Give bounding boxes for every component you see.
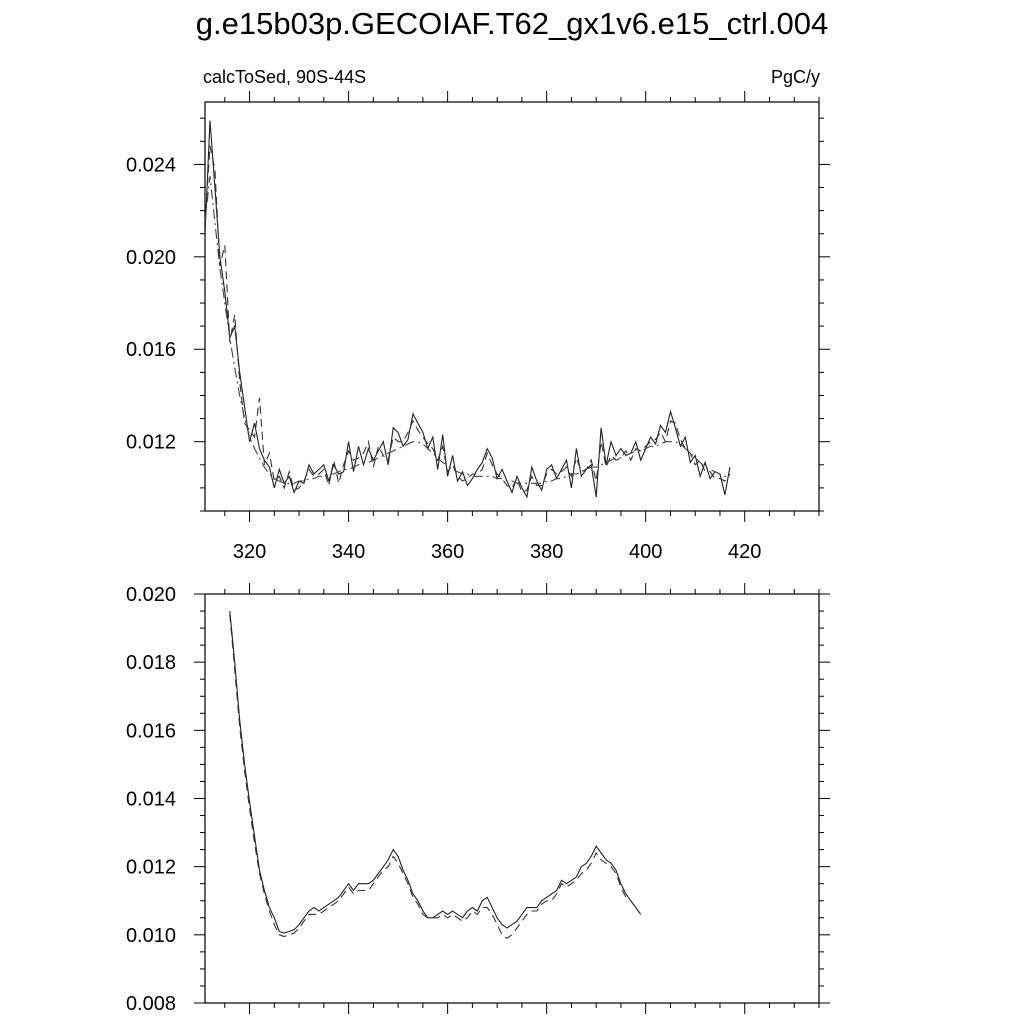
series-line-solid	[205, 120, 731, 499]
y-tick-label: 0.012	[126, 857, 176, 879]
panel-bottom: 0.008 0.010 0.012 0.014 0.016 0.018 0.020	[126, 583, 830, 1015]
y-tick-label: 0.018	[126, 652, 176, 674]
x-tick-label: 340	[332, 541, 365, 563]
y-tick-label: 0.008	[126, 993, 176, 1015]
x-tick-label: 320	[233, 541, 266, 563]
y-tick-label: 0.020	[126, 247, 176, 269]
x-tick-label: 400	[629, 541, 662, 563]
y-tick-label: 0.020	[126, 584, 176, 606]
plot-frame-top	[204, 101, 820, 512]
y-tick-label: 0.016	[126, 720, 176, 742]
x-tick-label: 380	[530, 541, 563, 563]
panel-top-subtitle-left: calcToSed, 90S-44S	[203, 67, 366, 87]
y-tick-label: 0.010	[126, 925, 176, 947]
y-tick-label: 0.014	[126, 789, 176, 811]
series-line-dashed	[205, 145, 731, 494]
series-line-solid	[229, 610, 642, 934]
x-tick-label: 420	[728, 541, 761, 563]
chart-title: g.e15b03p.GECOIAF.T62_gx1v6.e15_ctrl.004	[195, 6, 829, 41]
series-line-dashed	[229, 614, 642, 939]
panel-top: 320 340 360 380 400 420 0.012 0.016 0.020 0.024	[126, 91, 830, 563]
x-tick-label: 360	[431, 541, 464, 563]
plot-frame-bottom	[204, 593, 820, 1004]
y-tick-label: 0.024	[126, 154, 176, 176]
y-tick-label: 0.016	[126, 339, 176, 361]
y-tick-label: 0.012	[126, 432, 176, 454]
panel-top-subtitle-right: PgC/y	[771, 67, 820, 87]
series-line-dashdot	[205, 175, 730, 484]
